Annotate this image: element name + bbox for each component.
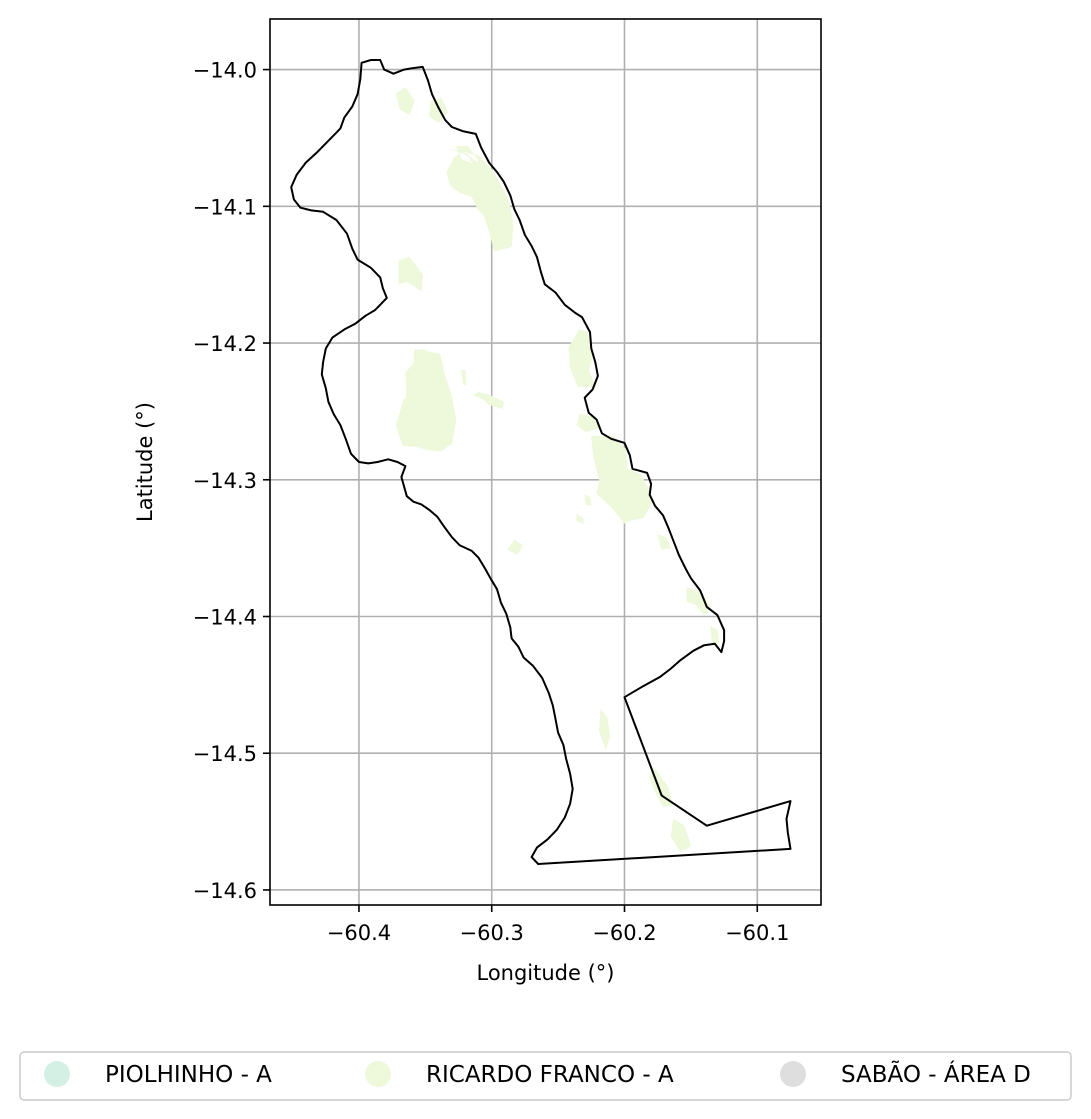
plot-frame <box>269 18 822 906</box>
area-polygon <box>584 494 592 507</box>
x-tick-label: −60.2 <box>592 921 656 945</box>
area-polygon <box>472 392 504 410</box>
area-polygon <box>568 329 596 388</box>
legend-label-ricardo-franco: RICARDO FRANCO - A <box>426 1062 674 1088</box>
legend-marker-sabao <box>780 1061 806 1087</box>
y-tick-label: −14.2 <box>193 332 257 356</box>
area-polygon <box>596 473 636 524</box>
x-axis-label: Longitude (°) <box>476 961 614 985</box>
y-axis-label: Latitude (°) <box>133 402 157 522</box>
area-polygon <box>599 708 611 750</box>
legend-marker-piolhinho <box>44 1061 70 1087</box>
municipality-boundary <box>290 59 792 865</box>
area-polygon <box>657 534 672 550</box>
y-tick-label: −14.6 <box>193 879 257 903</box>
area-polygon <box>670 818 692 853</box>
y-tick-label: −14.0 <box>193 59 257 83</box>
x-tick-label: −60.1 <box>725 921 789 945</box>
area-polygon <box>507 539 523 556</box>
x-tick-label: −60.4 <box>327 921 391 945</box>
legend-label-piolhinho: PIOLHINHO - A <box>105 1062 272 1088</box>
map-areas <box>395 87 720 853</box>
area-polygon <box>395 87 415 116</box>
area-polygon <box>398 256 423 292</box>
boundary-outline <box>290 59 792 865</box>
legend-frame <box>19 1051 1072 1101</box>
area-polygon <box>576 413 600 433</box>
area-polygon <box>455 158 510 252</box>
x-tick-label: −60.3 <box>460 921 524 945</box>
legend: PIOLHINHO - A RICARDO FRANCO - A SABÃO -… <box>19 1051 1072 1101</box>
y-tick-label: −14.4 <box>193 606 257 630</box>
legend-label-sabao: SABÃO - ÁREA D <box>841 1060 1031 1088</box>
area-polygon <box>710 625 720 646</box>
area-polygon <box>460 370 467 386</box>
axis-ticks: −60.4 −60.3 −60.2 −60.1 −14.0 −14.1 −14.2 −14.3… <box>193 59 790 945</box>
y-tick-label: −14.3 <box>193 469 257 493</box>
legend-marker-ricardo-franco <box>365 1061 391 1087</box>
y-tick-label: −14.1 <box>193 195 257 219</box>
area-polygon <box>395 398 433 448</box>
y-tick-label: −14.5 <box>193 742 257 766</box>
area-polygon <box>576 513 584 524</box>
area-polygon <box>426 350 457 449</box>
